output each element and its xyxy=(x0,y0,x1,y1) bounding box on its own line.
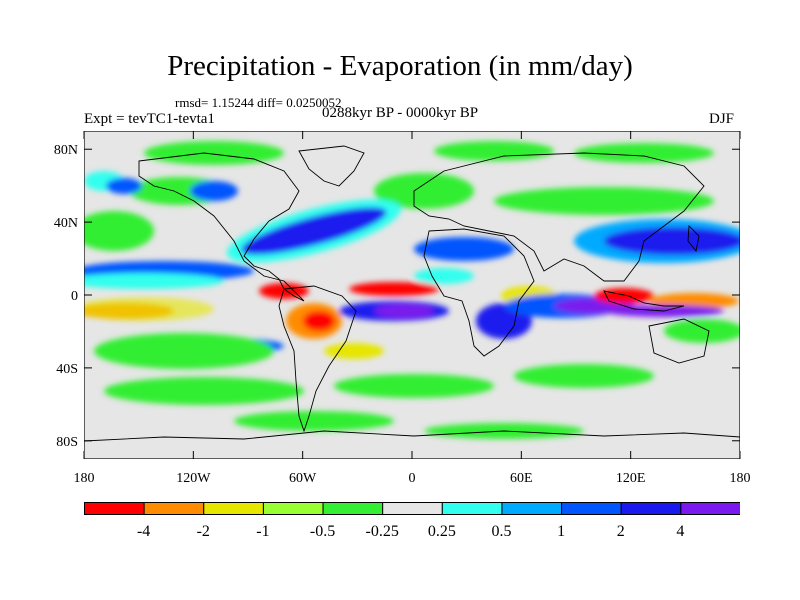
colorbar-box-5 xyxy=(382,502,443,515)
field-nh-green-2 xyxy=(494,187,714,215)
lat-tick-label-4: 80S xyxy=(56,435,78,450)
field-so-green-4 xyxy=(234,411,394,431)
colorbar: -4 -2 -1 -0.5 -0.25 0.25 0.5 1 2 4 xyxy=(84,502,740,540)
field-arctic-green-2 xyxy=(434,141,554,161)
coast-japan xyxy=(687,224,700,253)
field-africa-cyan xyxy=(414,268,474,284)
field-samerica-red xyxy=(303,311,335,331)
latitude-ticks: 80N 40N 0 40S 80S xyxy=(54,143,740,450)
colorbar-label-1: -2 xyxy=(197,523,210,540)
field-arctic-green-3 xyxy=(574,143,714,163)
field-so-yellow-1 xyxy=(324,343,384,359)
colorbar-box-7 xyxy=(501,502,563,515)
lon-tick-label-6: 180 xyxy=(730,471,751,486)
colorbar-box-9 xyxy=(620,502,682,515)
field-eurasia-blue xyxy=(414,237,514,261)
experiment-label: Expt = tevTC1-tevta1 xyxy=(84,111,215,127)
field-nh-green-3 xyxy=(374,173,474,209)
colorbar-boxes xyxy=(84,502,740,515)
colorbar-label-4: -0.25 xyxy=(366,523,399,540)
lon-tick-label-3: 0 xyxy=(409,471,416,486)
colorbar-box-1 xyxy=(143,502,205,515)
map-plot xyxy=(84,131,740,459)
colorbar-label-2: -1 xyxy=(256,523,269,540)
field-atlantic-blue xyxy=(241,207,387,255)
lat-tick-label-2: 0 xyxy=(71,289,78,304)
colorbar-label-7: 1 xyxy=(557,523,565,540)
coast-eurasia xyxy=(413,152,705,282)
lon-tick-label-5: 120E xyxy=(616,471,646,486)
field-nh-blue-1 xyxy=(106,178,142,194)
field-trop-pac-red xyxy=(259,283,309,299)
field-npac-blue xyxy=(604,227,740,255)
colorbar-label-0: -4 xyxy=(137,523,150,540)
plot-title: Precipitation - Evaporation (in mm/day) xyxy=(167,50,633,82)
field-arctic-green-1 xyxy=(144,141,284,165)
coastlines xyxy=(84,145,740,442)
field-so-green-1 xyxy=(104,377,304,405)
lon-tick-label-2: 60W xyxy=(289,471,317,486)
coast-africa xyxy=(423,228,535,357)
colorbar-box-6 xyxy=(441,502,503,515)
field-trop-pac-yellow xyxy=(84,297,214,321)
lat-tick-label-1: 40N xyxy=(54,216,78,231)
lon-tick-label-4: 60E xyxy=(510,471,533,486)
field-trop-pac-green-s xyxy=(94,333,274,369)
colorbar-labels: -4 -2 -1 -0.5 -0.25 0.25 0.5 1 2 4 xyxy=(137,523,684,540)
field-trop-pac-cyan-n xyxy=(84,273,224,289)
lat-tick-label-3: 40S xyxy=(56,362,78,377)
coast-australia xyxy=(648,318,710,364)
field-so-green-2 xyxy=(334,374,494,398)
season-label: DJF xyxy=(709,111,735,127)
field-atl-purple xyxy=(374,304,434,318)
coast-greenland xyxy=(298,145,365,187)
field-atl-red xyxy=(349,282,439,296)
field-wpac-orange xyxy=(649,293,739,309)
lon-tick-label-1: 120W xyxy=(176,471,211,486)
period-label: 0288kyr BP - 0000kyr BP xyxy=(322,105,479,121)
colorbar-box-3 xyxy=(262,502,324,515)
colorbar-label-9: 4 xyxy=(676,523,684,540)
lat-tick-label-0: 80N xyxy=(54,143,78,158)
field-nh-blue-2 xyxy=(190,181,238,201)
colorbar-box-2 xyxy=(203,502,264,515)
coast-south-america xyxy=(278,285,357,433)
field-npac-green xyxy=(84,211,154,251)
coast-antarctica xyxy=(84,430,740,442)
colorbar-box-0 xyxy=(84,502,145,515)
field-spac-green xyxy=(664,319,740,343)
colorbar-box-10 xyxy=(680,502,740,515)
colorbar-label-8: 2 xyxy=(617,523,625,540)
longitude-ticks: 180 120W 60W 0 60E 120E 180 xyxy=(74,131,751,486)
field-so-green-3 xyxy=(514,364,654,388)
coast-indonesia xyxy=(603,290,685,312)
stats-text: rmsd= 1.15244 diff= 0.0250052 xyxy=(175,95,342,110)
colorbar-box-4 xyxy=(322,502,384,515)
colorbar-label-3: -0.5 xyxy=(310,523,335,540)
colorbar-box-8 xyxy=(561,502,622,515)
colorbar-label-6: 0.5 xyxy=(491,523,511,540)
lon-tick-label-0: 180 xyxy=(74,471,95,486)
colorbar-label-5: 0.25 xyxy=(428,523,456,540)
field-shading xyxy=(84,141,740,439)
